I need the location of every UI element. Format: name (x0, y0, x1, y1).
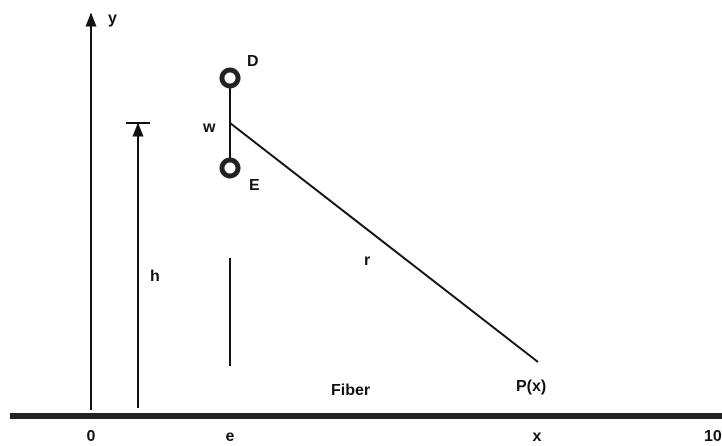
dipole-d (219, 67, 241, 89)
label: y (108, 10, 117, 27)
label: P(x) (516, 378, 546, 395)
label: Fiber (331, 382, 370, 399)
label: E (249, 177, 260, 194)
label: D (247, 53, 259, 70)
label: w (202, 119, 216, 136)
distance-line (229, 122, 539, 363)
axis-label: x (533, 428, 542, 445)
axis-label: e (226, 428, 235, 445)
axis-label: 10 (704, 428, 722, 445)
label: r (364, 252, 370, 269)
label: h (150, 268, 160, 285)
dipole-e (219, 157, 241, 179)
axis-label: 0 (87, 428, 96, 445)
